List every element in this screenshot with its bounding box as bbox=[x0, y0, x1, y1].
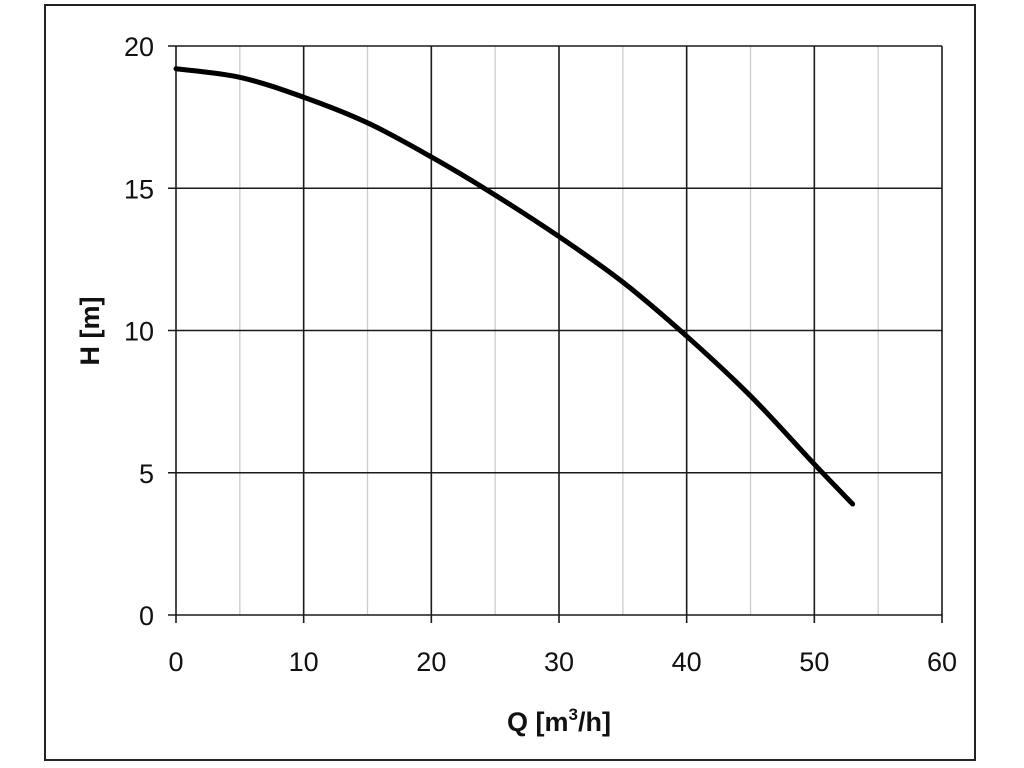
figure-frame bbox=[44, 4, 976, 761]
y-tick-labels: 0 5 10 15 20 bbox=[124, 32, 154, 631]
y-axis-title: H [m] bbox=[75, 297, 105, 366]
x-axis-title-base: Q [m bbox=[507, 707, 569, 737]
y-tick-label-5: 5 bbox=[139, 459, 154, 489]
y-tick-label-0: 0 bbox=[139, 601, 154, 631]
major-grid bbox=[168, 45, 943, 623]
x-axis-title-superscript: 3 bbox=[569, 705, 578, 724]
x-tick-label-60: 60 bbox=[927, 647, 957, 677]
x-axis-title-suffix: /h] bbox=[578, 707, 611, 737]
y-tick-label-15: 15 bbox=[124, 174, 154, 204]
x-tick-label-40: 40 bbox=[672, 647, 702, 677]
x-tick-label-20: 20 bbox=[416, 647, 446, 677]
series-layer bbox=[173, 66, 856, 507]
x-tick-label-0: 0 bbox=[168, 647, 183, 677]
x-tick-label-10: 10 bbox=[289, 647, 319, 677]
x-axis-title: Q [m3/h] bbox=[507, 705, 611, 737]
y-tick-label-20: 20 bbox=[124, 32, 154, 62]
series-line-0 bbox=[173, 66, 856, 507]
x-tick-label-50: 50 bbox=[799, 647, 829, 677]
y-tick-label-10: 10 bbox=[124, 317, 154, 347]
x-tick-labels: 0 10 20 30 40 50 60 bbox=[168, 647, 957, 677]
x-tick-label-30: 30 bbox=[544, 647, 574, 677]
